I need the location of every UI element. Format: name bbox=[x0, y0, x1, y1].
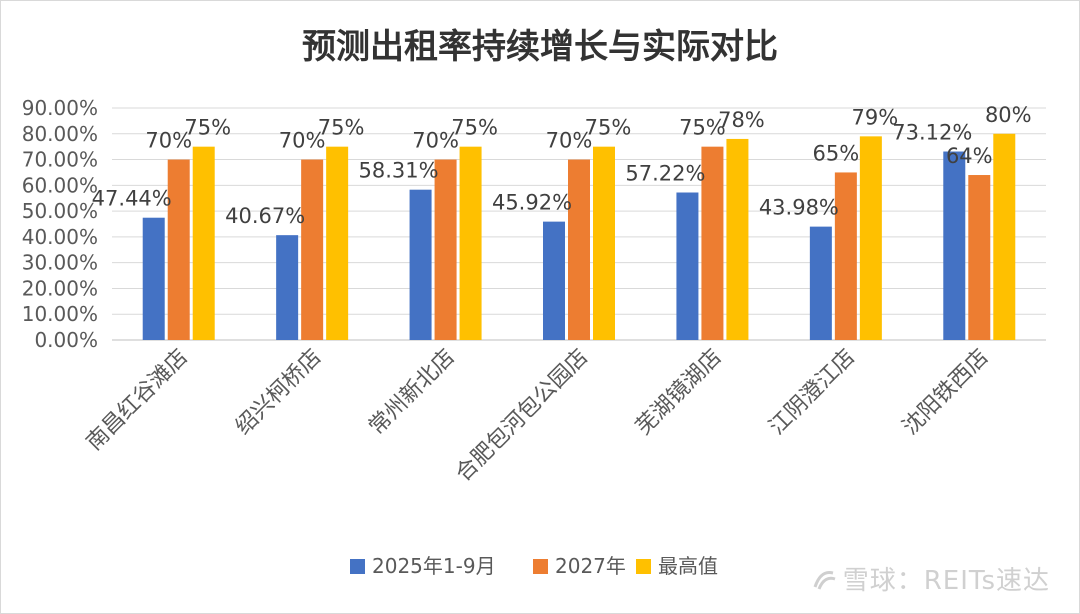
data-label: 65% bbox=[813, 141, 860, 165]
bar bbox=[859, 136, 882, 340]
gridlines bbox=[112, 107, 1046, 341]
snowball-icon bbox=[813, 571, 836, 590]
data-label: 75% bbox=[184, 116, 231, 140]
x-tick-label: 常州新北店 bbox=[364, 345, 459, 440]
y-tick-label: 30.00% bbox=[22, 251, 98, 275]
bar bbox=[276, 235, 299, 340]
legend: 2025年1-9月 2027年 最高值 bbox=[350, 554, 718, 578]
bar bbox=[326, 146, 349, 340]
data-label: 70% bbox=[412, 129, 459, 153]
bar bbox=[409, 189, 432, 340]
y-tick-label: 10.00% bbox=[22, 302, 98, 326]
x-tick-label: 芜湖镜湖店 bbox=[631, 345, 726, 440]
bar bbox=[701, 146, 724, 340]
bar bbox=[968, 175, 991, 340]
legend-label: 2025年1-9月 bbox=[372, 554, 496, 578]
y-tick-label: 90.00% bbox=[22, 96, 98, 120]
y-tick-label: 40.00% bbox=[22, 225, 98, 249]
x-tick-label: 江阴澄江店 bbox=[765, 345, 860, 440]
x-tick-label: 绍兴柯桥店 bbox=[231, 345, 326, 440]
data-label: 43.98% bbox=[759, 196, 839, 220]
x-tick-label: 沈阳铁西店 bbox=[898, 345, 993, 440]
bar bbox=[593, 146, 615, 340]
data-label: 57.22% bbox=[625, 161, 705, 185]
data-label: 73.12% bbox=[892, 121, 972, 145]
data-label: 70% bbox=[145, 129, 192, 153]
chart-title: 预测出租率持续增长与实际对比 bbox=[302, 27, 778, 67]
legend-swatch bbox=[636, 559, 651, 574]
bar bbox=[142, 217, 165, 340]
data-label: 70% bbox=[546, 129, 593, 153]
data-label: 80% bbox=[985, 103, 1032, 127]
bar bbox=[459, 146, 482, 340]
y-axis-ticks: 0.00%10.00%20.00%30.00%40.00%50.00%60.00… bbox=[22, 96, 98, 352]
bar bbox=[434, 159, 457, 340]
data-labels: 47.44%70%75%40.67%70%75%58.31%70%75%45.9… bbox=[92, 103, 1032, 228]
y-tick-label: 0.00% bbox=[34, 328, 98, 352]
watermark-text: 雪球：REITs速达 bbox=[842, 566, 1050, 596]
bar bbox=[943, 151, 966, 340]
watermark: 雪球：REITs速达 bbox=[811, 560, 1050, 597]
x-tick-label: 合肥包河包公园店 bbox=[451, 345, 593, 487]
data-label: 64% bbox=[946, 144, 993, 168]
data-label: 40.67% bbox=[225, 204, 305, 228]
bar bbox=[568, 159, 590, 340]
data-label: 75% bbox=[451, 116, 498, 140]
bar bbox=[993, 133, 1016, 340]
data-label: 79% bbox=[852, 105, 899, 129]
data-label: 75% bbox=[318, 116, 365, 140]
bars bbox=[142, 133, 1016, 340]
bar bbox=[167, 159, 190, 340]
bar bbox=[543, 221, 565, 340]
bar bbox=[809, 226, 832, 340]
data-label: 75% bbox=[679, 116, 726, 140]
data-label: 75% bbox=[585, 116, 632, 140]
bar bbox=[301, 159, 324, 340]
y-tick-label: 80.00% bbox=[22, 122, 98, 146]
data-label: 58.31% bbox=[359, 159, 439, 183]
legend-label: 最高值 bbox=[658, 554, 718, 578]
bar bbox=[192, 146, 215, 340]
y-tick-label: 20.00% bbox=[22, 276, 98, 300]
legend-swatch bbox=[350, 559, 365, 574]
legend-swatch bbox=[533, 559, 548, 574]
data-label: 45.92% bbox=[492, 191, 572, 215]
y-tick-label: 60.00% bbox=[22, 173, 98, 197]
bar bbox=[676, 192, 699, 340]
bar bbox=[726, 138, 749, 340]
legend-label: 2027年 bbox=[555, 554, 626, 578]
data-label: 47.44% bbox=[92, 187, 172, 211]
y-tick-label: 50.00% bbox=[22, 199, 98, 223]
data-label: 78% bbox=[718, 108, 765, 132]
y-tick-label: 70.00% bbox=[22, 148, 98, 172]
x-tick-label: 南昌红谷滩店 bbox=[82, 345, 193, 456]
bar bbox=[834, 172, 857, 340]
data-label: 70% bbox=[279, 129, 326, 153]
